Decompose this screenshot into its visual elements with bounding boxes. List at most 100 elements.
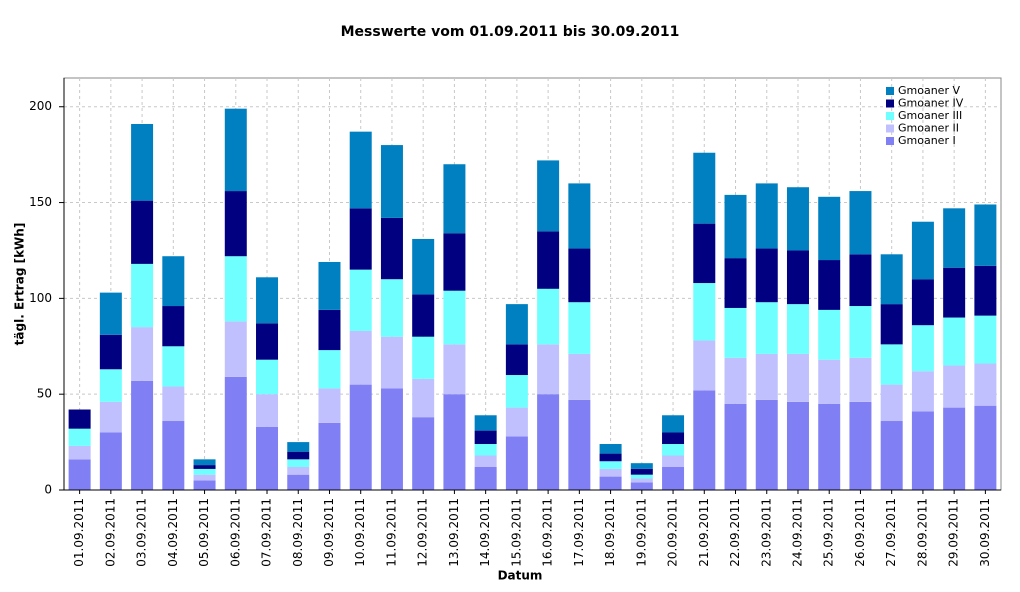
bar-segment [880, 254, 903, 305]
bar-segment [224, 191, 247, 257]
bar-segment [786, 304, 809, 354]
y-axis-label: tägl. Ertrag [kWh] [13, 223, 27, 346]
bar-segment [474, 430, 497, 445]
x-tick-label: 02.09.2011 [103, 498, 117, 567]
bar-segment [786, 401, 809, 490]
bar-segment [662, 432, 685, 445]
bar-segment [943, 267, 966, 318]
bar-segment [974, 363, 997, 406]
bar-segment [599, 444, 622, 454]
bar-segment [224, 108, 247, 192]
bar-segment [224, 256, 247, 322]
bar-segment [474, 455, 497, 468]
bar-segment [443, 233, 466, 291]
bar-segment [474, 444, 497, 456]
bar-segment [537, 231, 560, 289]
legend-label: Gmoaner IV [898, 97, 964, 110]
legend-label: Gmoaner II [898, 122, 959, 135]
bar-segment [193, 468, 216, 475]
bar-segment [849, 306, 872, 358]
bar-segment [630, 478, 653, 483]
bar-segment [505, 407, 528, 437]
bar-segment [630, 474, 653, 479]
bar-segment [193, 459, 216, 466]
bar-segment [693, 390, 716, 490]
bar-segment [568, 183, 591, 249]
bar-segment [755, 399, 778, 490]
x-tick-label: 25.09.2011 [822, 498, 836, 567]
bar-segment [131, 200, 154, 264]
bar-segment [287, 467, 310, 475]
bar-segment [131, 327, 154, 381]
bar-segment [412, 336, 435, 379]
bar-segment [537, 344, 560, 395]
bar-segment [505, 304, 528, 345]
bar-segment [287, 451, 310, 460]
bar-segment [162, 346, 185, 387]
bar-segment [380, 217, 403, 280]
legend-label: Gmoaner I [898, 134, 956, 147]
bar-segment [412, 238, 435, 295]
x-tick-label: 10.09.2011 [353, 498, 367, 567]
bar-segment [380, 279, 403, 337]
x-tick-label: 23.09.2011 [759, 498, 773, 567]
bar-segment [880, 384, 903, 422]
x-tick-label: 26.09.2011 [853, 498, 867, 567]
bar-segment [849, 357, 872, 402]
bar-segment [162, 306, 185, 347]
legend-swatch [886, 124, 894, 133]
bar-segment [786, 187, 809, 251]
bar-segment [287, 474, 310, 490]
x-tick-label: 09.09.2011 [322, 498, 336, 567]
bar-segment [68, 445, 91, 460]
bar-segment [318, 422, 341, 490]
bar-segment [256, 359, 279, 395]
bar-segment [131, 263, 154, 328]
x-tick-label: 28.09.2011 [915, 498, 929, 567]
legend-swatch [886, 99, 894, 108]
bar-segment [131, 123, 154, 201]
bar-segment [911, 221, 934, 280]
bar-segment [630, 482, 653, 490]
x-tick-label: 12.09.2011 [416, 498, 430, 567]
bar-segment [974, 315, 997, 364]
bar-segment [193, 465, 216, 469]
x-tick-label: 30.09.2011 [978, 498, 992, 567]
bar-segment [349, 384, 372, 490]
bar-segment [318, 261, 341, 310]
bar-segment [599, 468, 622, 477]
bar-segment [911, 325, 934, 372]
bar-segment [724, 357, 747, 404]
x-tick-label: 01.09.2011 [72, 498, 86, 567]
bar-segment [974, 204, 997, 266]
bar-segment [443, 394, 466, 490]
x-tick-label: 06.09.2011 [228, 498, 242, 567]
bar-segment [568, 353, 591, 400]
x-tick-label: 08.09.2011 [291, 498, 305, 567]
bar-segment [287, 459, 310, 468]
bar-segment [349, 269, 372, 331]
bar-segment [693, 152, 716, 224]
x-tick-label: 27.09.2011 [884, 498, 898, 567]
bar-segment [943, 208, 966, 268]
x-tick-label: 22.09.2011 [728, 498, 742, 567]
x-tick-label: 29.09.2011 [947, 498, 961, 567]
bar-segment [693, 283, 716, 341]
bar-segment [974, 265, 997, 316]
chart-title: Messwerte vom 01.09.2011 bis 30.09.2011 [341, 24, 680, 40]
bar-segment [256, 394, 279, 427]
bar-segment [380, 336, 403, 389]
bar-segment [662, 455, 685, 468]
bar-segment [443, 164, 466, 234]
y-tick-label: 0 [44, 483, 52, 497]
bar-segment [755, 248, 778, 303]
bar-segment [318, 350, 341, 389]
plot-area [63, 77, 1002, 491]
bar-segment [224, 321, 247, 377]
bar-segment [380, 388, 403, 490]
bar-segment [256, 277, 279, 324]
bar-segment [849, 401, 872, 490]
x-tick-label: 16.09.2011 [541, 498, 555, 567]
bar-segment [880, 421, 903, 490]
bar-segment [755, 302, 778, 354]
